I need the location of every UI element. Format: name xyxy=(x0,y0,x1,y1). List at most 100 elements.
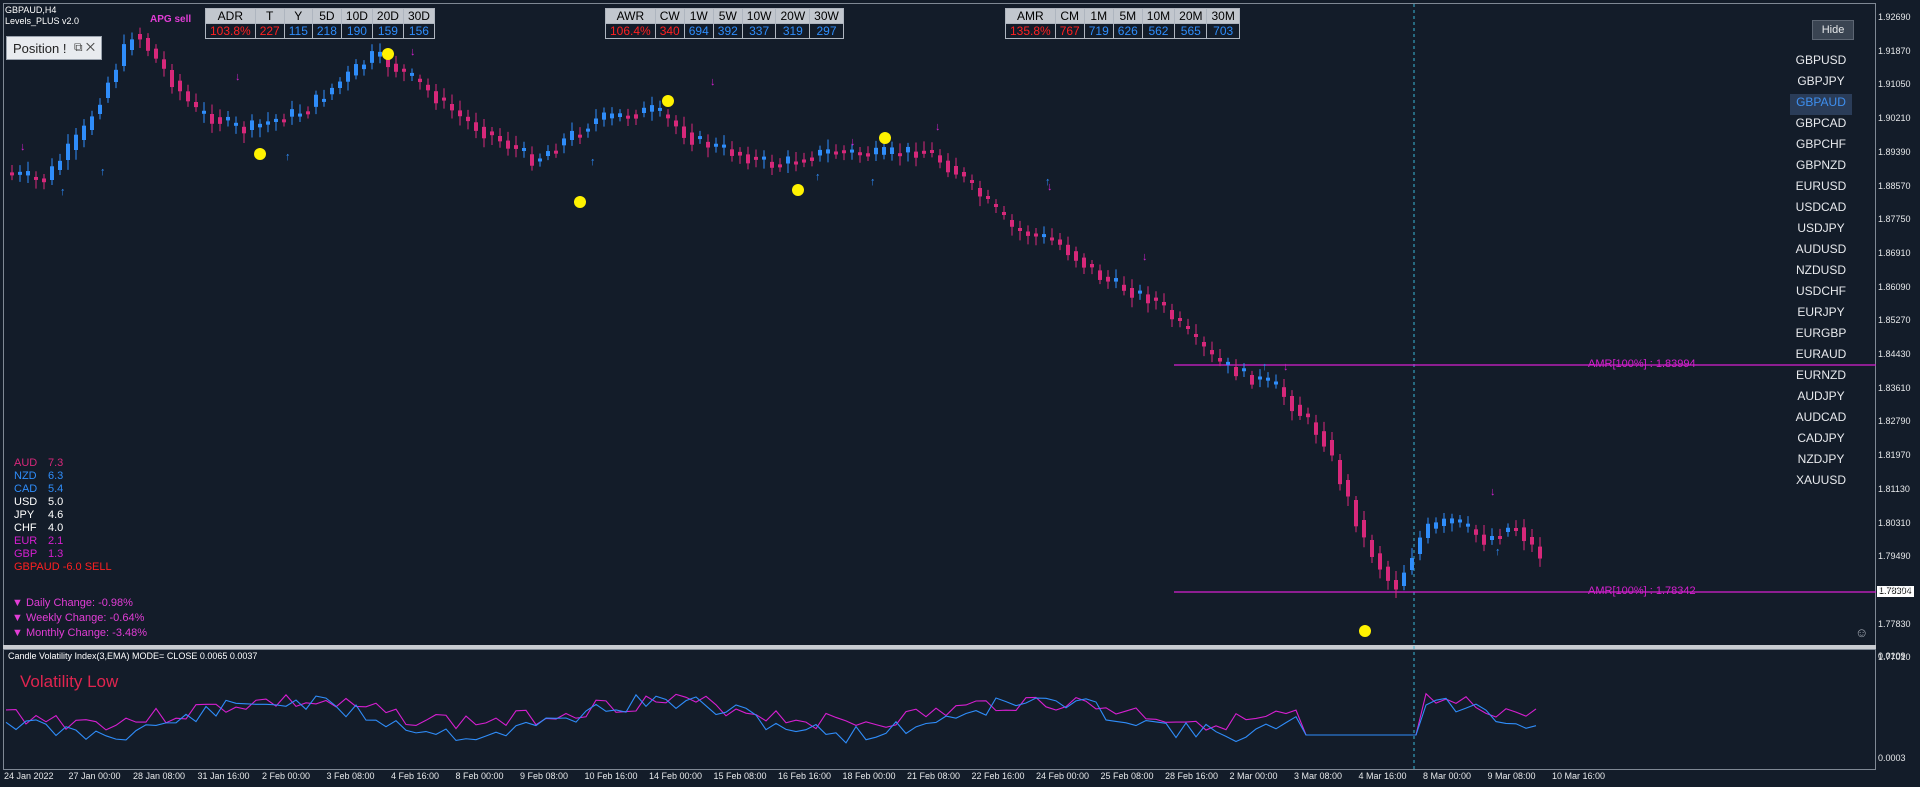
price-tick: 1.86910 xyxy=(1878,247,1911,258)
signal-arrows-group: ↓↑↑↓↑↓↑↓↑↓↑↓↓↑↓↑ ↓↓↑ xyxy=(20,46,1501,558)
weekly-range-table: AWR CW 1W 5W 10W 20W 30W 106.4% 340 694 392 337 319 2… xyxy=(605,8,844,39)
pair-item-eurgbp[interactable]: EURGBP xyxy=(1795,326,1847,340)
candle-body xyxy=(1218,358,1222,362)
pair-item-eurjpy[interactable]: EURJPY xyxy=(1797,305,1845,319)
price-tick: 1.92690 xyxy=(1878,12,1911,22)
weekly-header-2: 1W xyxy=(683,8,714,24)
monthly-header-4: 10M xyxy=(1141,8,1176,24)
price-tick: 1.77830 xyxy=(1878,618,1911,629)
candle-body xyxy=(1482,534,1486,545)
pair-item-usdjpy[interactable]: USDJPY xyxy=(1797,221,1845,235)
candle-body xyxy=(1226,361,1230,365)
candle-body xyxy=(1458,519,1462,523)
pair-item-eurnzd[interactable]: EURNZD xyxy=(1796,368,1846,382)
candle-body xyxy=(330,87,334,95)
time-tick: 15 Feb 08:00 xyxy=(713,771,767,781)
time-tick: 4 Mar 16:00 xyxy=(1358,771,1407,781)
candle-body xyxy=(234,122,238,126)
sell-arrow-icon: ↓ xyxy=(1490,486,1496,498)
signal-star-icon xyxy=(1359,625,1371,637)
candle-body xyxy=(346,71,350,82)
candle-body xyxy=(858,152,862,156)
candle-body xyxy=(90,116,94,130)
candle-body xyxy=(1194,334,1198,337)
pair-item-usdcad[interactable]: USDCAD xyxy=(1795,200,1847,214)
candle-body xyxy=(666,114,670,119)
candle-body xyxy=(466,116,470,122)
apg-sell-label: APG sell xyxy=(150,14,192,25)
change-panel: ▼ Daily Change: -0.98% ▼ Weekly Change: … xyxy=(12,596,147,641)
time-tick: 21 Feb 08:00 xyxy=(907,771,961,781)
candle-body xyxy=(1386,566,1390,581)
daily-header-1: T xyxy=(254,8,285,24)
time-tick: 2 Mar 00:00 xyxy=(1229,771,1278,781)
candle-body xyxy=(386,58,390,68)
pair-item-usdchf[interactable]: USDCHF xyxy=(1796,284,1846,298)
candle-body xyxy=(154,48,158,59)
strength-row-gbp: GBP 1.3 xyxy=(14,548,64,560)
candle-body xyxy=(1274,381,1278,385)
candle-body xyxy=(970,180,974,183)
pair-item-audusd[interactable]: AUDUSD xyxy=(1795,242,1847,256)
position-button[interactable]: Position ! ⧉ ✕ xyxy=(6,36,102,60)
daily-value-0: 103.8% xyxy=(205,23,256,39)
hide-button[interactable]: Hide xyxy=(1812,20,1854,40)
candle-body xyxy=(594,118,598,124)
pair-item-euraud[interactable]: EURAUD xyxy=(1795,347,1847,361)
candle-body xyxy=(106,82,110,98)
candle-body xyxy=(1498,536,1502,539)
candle-body xyxy=(1114,278,1118,282)
candle-body xyxy=(1474,529,1478,535)
time-tick: 10 Feb 16:00 xyxy=(584,771,638,781)
time-tick: 14 Feb 00:00 xyxy=(649,771,703,781)
candle-body xyxy=(906,146,910,153)
candle-body xyxy=(66,143,70,160)
weekly-header-5: 20W xyxy=(775,8,811,24)
pair-item-eurusd[interactable]: EURUSD xyxy=(1795,179,1847,193)
signal-star-icon xyxy=(792,184,804,196)
candle-body xyxy=(890,147,894,154)
time-tick: 22 Feb 16:00 xyxy=(971,771,1025,781)
indicator-axis-bottom: 0.0003 xyxy=(1878,753,1906,763)
currency-strength-panel: AUD 7.3 NZD 6.3 CAD 5.4 USD 5.0 JPY 4.6 CHF 4.0 EUR 2… xyxy=(14,457,63,561)
candle-body xyxy=(1418,537,1422,554)
candle-body xyxy=(722,144,726,148)
panel-separator[interactable] xyxy=(3,645,1876,649)
window-controls[interactable]: ⧉ ✕ xyxy=(73,40,95,54)
pair-item-nzdjpy[interactable]: NZDJPY xyxy=(1797,452,1845,466)
pair-item-gbpaud[interactable]: GBPAUD xyxy=(1790,94,1852,115)
candle-body xyxy=(162,59,166,69)
candle-body xyxy=(1178,318,1182,321)
pair-item-audjpy[interactable]: AUDJPY xyxy=(1797,389,1845,403)
candle-body xyxy=(914,151,918,158)
sell-arrow-icon: ↓ xyxy=(20,141,26,153)
candle-body xyxy=(370,51,374,63)
candle-body xyxy=(954,166,958,175)
pair-item-gbpcad[interactable]: GBPCAD xyxy=(1795,116,1847,130)
price-tick: 1.91870 xyxy=(1878,45,1911,56)
price-tick: 1.89390 xyxy=(1878,146,1911,157)
candle-body xyxy=(450,104,454,111)
weekly-value-1: 340 xyxy=(654,23,685,39)
strength-row-chf: CHF 4.0 xyxy=(14,522,64,534)
weekly-value-3: 392 xyxy=(712,23,743,39)
indicator-panel[interactable] xyxy=(3,649,1876,770)
indicator-name: Levels_PLUS v2.0 xyxy=(5,16,80,26)
candle-body xyxy=(394,63,398,72)
pair-item-audcad[interactable]: AUDCAD xyxy=(1795,410,1847,424)
candles-group xyxy=(10,27,1542,598)
pair-item-nzdusd[interactable]: NZDUSD xyxy=(1796,263,1846,277)
buy-arrow-icon: ↑ xyxy=(1045,176,1051,188)
candle-body xyxy=(946,160,950,173)
candle-body xyxy=(1490,536,1494,540)
pair-item-gbpjpy[interactable]: GBPJPY xyxy=(1797,74,1845,88)
pair-item-gbpchf[interactable]: GBPCHF xyxy=(1795,137,1846,151)
pair-item-gbpusd[interactable]: GBPUSD xyxy=(1795,53,1847,67)
pair-item-cadjpy[interactable]: CADJPY xyxy=(1797,431,1845,445)
candle-body xyxy=(802,159,806,163)
pair-item-xauusd[interactable]: XAUUSD xyxy=(1795,473,1846,487)
candle-body xyxy=(682,126,686,138)
pair-item-gbpnzd[interactable]: GBPNZD xyxy=(1795,158,1846,172)
candle-body xyxy=(850,149,854,153)
